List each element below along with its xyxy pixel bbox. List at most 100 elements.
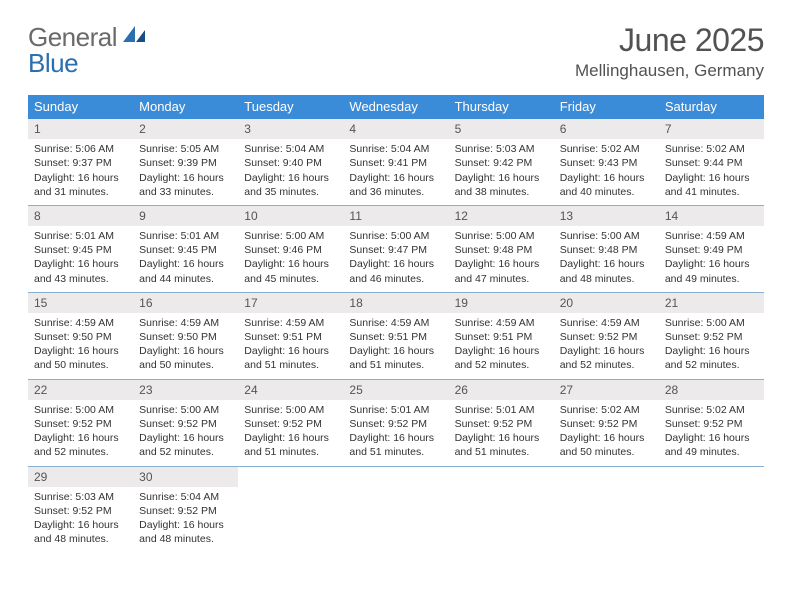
day-cell: 18Sunrise: 4:59 AMSunset: 9:51 PMDayligh…	[343, 293, 448, 379]
sunrise-line: Sunrise: 5:03 AM	[455, 142, 548, 156]
day-body: Sunrise: 5:02 AMSunset: 9:44 PMDaylight:…	[659, 139, 764, 205]
daylight-line: Daylight: 16 hours and 36 minutes.	[349, 171, 442, 199]
sunrise-line: Sunrise: 5:03 AM	[34, 490, 127, 504]
month-title: June 2025	[575, 22, 764, 59]
day-number: 12	[449, 206, 554, 226]
day-cell: 2Sunrise: 5:05 AMSunset: 9:39 PMDaylight…	[133, 119, 238, 205]
daylight-line: Daylight: 16 hours and 52 minutes.	[665, 344, 758, 372]
day-cell: 22Sunrise: 5:00 AMSunset: 9:52 PMDayligh…	[28, 380, 133, 466]
day-number: 28	[659, 380, 764, 400]
day-number: 21	[659, 293, 764, 313]
day-body: Sunrise: 5:02 AMSunset: 9:52 PMDaylight:…	[554, 400, 659, 466]
day-body: Sunrise: 5:02 AMSunset: 9:52 PMDaylight:…	[659, 400, 764, 466]
sunrise-line: Sunrise: 5:05 AM	[139, 142, 232, 156]
sunset-line: Sunset: 9:47 PM	[349, 243, 442, 257]
sunset-line: Sunset: 9:43 PM	[560, 156, 653, 170]
week-row: 1Sunrise: 5:06 AMSunset: 9:37 PMDaylight…	[28, 119, 764, 205]
day-body: Sunrise: 5:00 AMSunset: 9:47 PMDaylight:…	[343, 226, 448, 292]
day-cell: 4Sunrise: 5:04 AMSunset: 9:41 PMDaylight…	[343, 119, 448, 205]
sunrise-line: Sunrise: 5:00 AM	[139, 403, 232, 417]
day-body: Sunrise: 4:59 AMSunset: 9:52 PMDaylight:…	[554, 313, 659, 379]
sunrise-line: Sunrise: 5:02 AM	[560, 403, 653, 417]
dow-tuesday: Tuesday	[238, 95, 343, 119]
day-cell: 12Sunrise: 5:00 AMSunset: 9:48 PMDayligh…	[449, 206, 554, 292]
day-cell	[238, 467, 343, 553]
day-body: Sunrise: 5:05 AMSunset: 9:39 PMDaylight:…	[133, 139, 238, 205]
sunset-line: Sunset: 9:45 PM	[139, 243, 232, 257]
day-cell	[343, 467, 448, 553]
day-number: 7	[659, 119, 764, 139]
day-cell: 6Sunrise: 5:02 AMSunset: 9:43 PMDaylight…	[554, 119, 659, 205]
sunset-line: Sunset: 9:52 PM	[455, 417, 548, 431]
sunrise-line: Sunrise: 5:04 AM	[349, 142, 442, 156]
day-cell: 28Sunrise: 5:02 AMSunset: 9:52 PMDayligh…	[659, 380, 764, 466]
daylight-line: Daylight: 16 hours and 48 minutes.	[139, 518, 232, 546]
sunset-line: Sunset: 9:51 PM	[349, 330, 442, 344]
sunset-line: Sunset: 9:40 PM	[244, 156, 337, 170]
sunrise-line: Sunrise: 4:59 AM	[455, 316, 548, 330]
day-body: Sunrise: 5:01 AMSunset: 9:45 PMDaylight:…	[28, 226, 133, 292]
dow-wednesday: Wednesday	[343, 95, 448, 119]
day-number: 9	[133, 206, 238, 226]
day-number: 3	[238, 119, 343, 139]
sunset-line: Sunset: 9:52 PM	[560, 417, 653, 431]
sunrise-line: Sunrise: 5:00 AM	[349, 229, 442, 243]
day-body: Sunrise: 5:00 AMSunset: 9:48 PMDaylight:…	[554, 226, 659, 292]
sunrise-line: Sunrise: 4:59 AM	[560, 316, 653, 330]
daylight-line: Daylight: 16 hours and 44 minutes.	[139, 257, 232, 285]
day-cell: 10Sunrise: 5:00 AMSunset: 9:46 PMDayligh…	[238, 206, 343, 292]
day-number: 14	[659, 206, 764, 226]
day-cell: 30Sunrise: 5:04 AMSunset: 9:52 PMDayligh…	[133, 467, 238, 553]
day-cell: 21Sunrise: 5:00 AMSunset: 9:52 PMDayligh…	[659, 293, 764, 379]
dow-sunday: Sunday	[28, 95, 133, 119]
sunrise-line: Sunrise: 5:01 AM	[34, 229, 127, 243]
day-number: 27	[554, 380, 659, 400]
daylight-line: Daylight: 16 hours and 51 minutes.	[244, 431, 337, 459]
daylight-line: Daylight: 16 hours and 48 minutes.	[560, 257, 653, 285]
sunset-line: Sunset: 9:42 PM	[455, 156, 548, 170]
daylight-line: Daylight: 16 hours and 52 minutes.	[34, 431, 127, 459]
sunset-line: Sunset: 9:49 PM	[665, 243, 758, 257]
title-block: June 2025 Mellinghausen, Germany	[575, 22, 764, 81]
daylight-line: Daylight: 16 hours and 51 minutes.	[349, 431, 442, 459]
daylight-line: Daylight: 16 hours and 52 minutes.	[139, 431, 232, 459]
sunrise-line: Sunrise: 5:00 AM	[34, 403, 127, 417]
day-number: 20	[554, 293, 659, 313]
day-number: 10	[238, 206, 343, 226]
sunset-line: Sunset: 9:52 PM	[665, 417, 758, 431]
day-body: Sunrise: 4:59 AMSunset: 9:51 PMDaylight:…	[449, 313, 554, 379]
dow-thursday: Thursday	[449, 95, 554, 119]
day-body: Sunrise: 5:01 AMSunset: 9:45 PMDaylight:…	[133, 226, 238, 292]
daylight-line: Daylight: 16 hours and 40 minutes.	[560, 171, 653, 199]
sunset-line: Sunset: 9:52 PM	[349, 417, 442, 431]
calendar-page: General June 2025 Mellinghausen, Germany…	[0, 0, 792, 572]
sunset-line: Sunset: 9:48 PM	[560, 243, 653, 257]
day-body: Sunrise: 5:02 AMSunset: 9:43 PMDaylight:…	[554, 139, 659, 205]
daylight-line: Daylight: 16 hours and 43 minutes.	[34, 257, 127, 285]
week-row: 8Sunrise: 5:01 AMSunset: 9:45 PMDaylight…	[28, 205, 764, 292]
daylight-line: Daylight: 16 hours and 33 minutes.	[139, 171, 232, 199]
day-cell	[659, 467, 764, 553]
sunrise-line: Sunrise: 5:01 AM	[455, 403, 548, 417]
sunrise-line: Sunrise: 5:02 AM	[665, 142, 758, 156]
sunrise-line: Sunrise: 5:00 AM	[560, 229, 653, 243]
sunrise-line: Sunrise: 5:01 AM	[349, 403, 442, 417]
day-number: 22	[28, 380, 133, 400]
day-number: 11	[343, 206, 448, 226]
day-body: Sunrise: 5:00 AMSunset: 9:52 PMDaylight:…	[659, 313, 764, 379]
sunrise-line: Sunrise: 4:59 AM	[34, 316, 127, 330]
day-number: 1	[28, 119, 133, 139]
sunset-line: Sunset: 9:51 PM	[455, 330, 548, 344]
logo-sail-icon	[121, 24, 149, 51]
daylight-line: Daylight: 16 hours and 38 minutes.	[455, 171, 548, 199]
sunset-line: Sunset: 9:52 PM	[139, 504, 232, 518]
day-cell: 19Sunrise: 4:59 AMSunset: 9:51 PMDayligh…	[449, 293, 554, 379]
day-cell	[554, 467, 659, 553]
day-number: 24	[238, 380, 343, 400]
day-body: Sunrise: 5:06 AMSunset: 9:37 PMDaylight:…	[28, 139, 133, 205]
day-body: Sunrise: 5:04 AMSunset: 9:41 PMDaylight:…	[343, 139, 448, 205]
day-body: Sunrise: 5:00 AMSunset: 9:52 PMDaylight:…	[133, 400, 238, 466]
dow-friday: Friday	[554, 95, 659, 119]
sunrise-line: Sunrise: 5:00 AM	[455, 229, 548, 243]
week-row: 29Sunrise: 5:03 AMSunset: 9:52 PMDayligh…	[28, 466, 764, 553]
